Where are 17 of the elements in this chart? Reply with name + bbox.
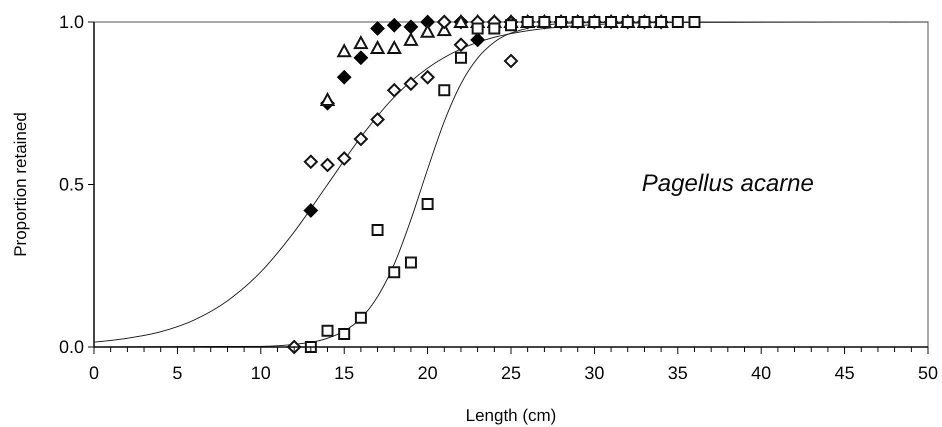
x-tick-label: 40	[751, 363, 772, 383]
x-tick-label: 0	[88, 363, 100, 383]
x-tick-label: 45	[834, 363, 855, 383]
x-tick-label: 15	[334, 363, 354, 383]
x-tick-label: 10	[250, 363, 271, 383]
x-tick-label: 30	[584, 363, 604, 383]
y-tick-label: 0.5	[58, 174, 84, 194]
y-axis-title: Proportion retained	[11, 112, 30, 257]
x-tick-label: 50	[918, 363, 938, 383]
x-tick-label: 20	[418, 363, 438, 383]
x-tick-label: 5	[172, 363, 182, 383]
x-tick-label: 35	[668, 363, 688, 383]
y-tick-label: 0.0	[58, 337, 84, 357]
x-tick-label: 25	[500, 363, 522, 383]
x-axis-title: Length (cm)	[466, 406, 556, 425]
y-tick-label: 1.0	[58, 12, 84, 32]
annotation: Pagellus acarne	[642, 170, 814, 197]
